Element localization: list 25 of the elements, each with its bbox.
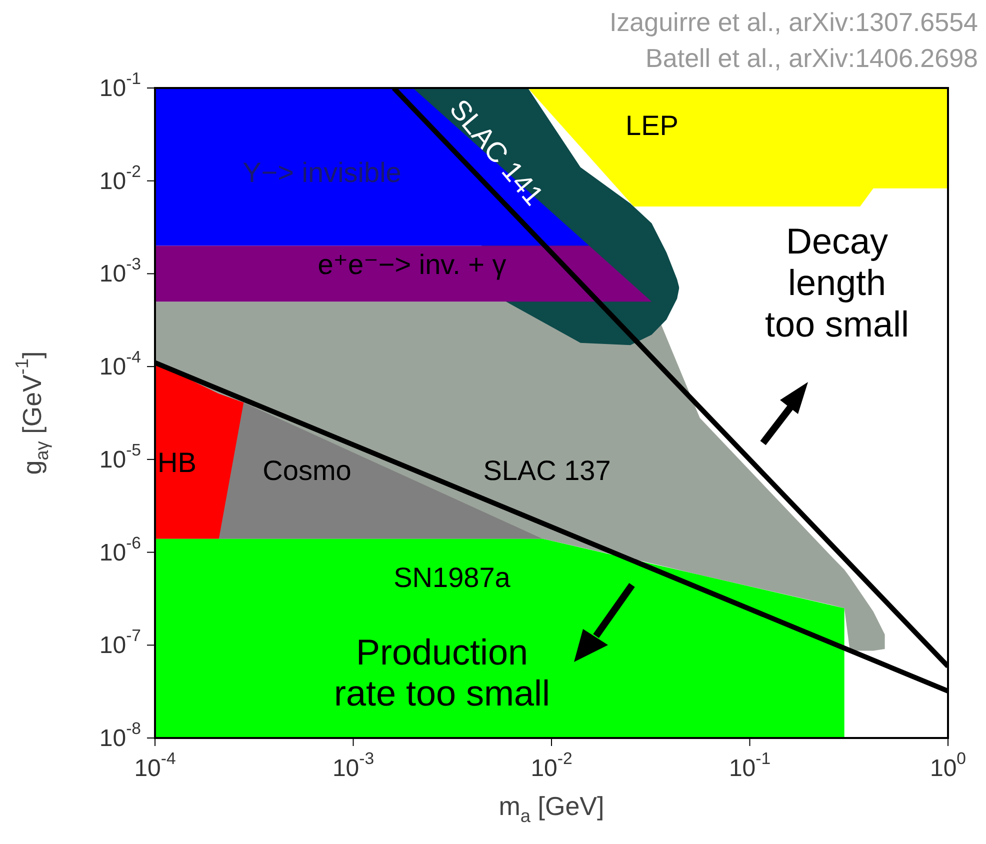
annotation: Production rate too small [334,630,550,714]
annotation: Decay length too small [764,220,910,344]
y-tick-label: 10$^{-8}$ [99,719,141,752]
text: Izaguirre et al., arXiv:1307.6554 [609,7,978,37]
y-tick-label: 10$^{-1}$ [99,69,141,102]
y-tick-label: 10$^{-7}$ [99,626,141,659]
annotation: SLAC 137 [483,454,611,486]
annotation: SN1987a [394,562,511,592]
x-tick-label: 10$^{0}$ [930,749,966,782]
text: Batell et al., arXiv:1406.2698 [646,43,978,73]
x-tick-label: 10$^{-1}$ [728,749,771,782]
y-tick-label: 10$^{-5}$ [99,440,141,473]
annotation: LEP [626,110,678,140]
x-axis-title: m$_{a}$ [GeV] [498,791,604,826]
x-tick-label: 10$^{-2}$ [530,749,572,782]
x-tick-label: 10$^{-3}$ [332,749,374,782]
annotation: Υ−> invisible [242,156,402,188]
y-tick-label: 10$^{-3}$ [99,254,141,288]
annotation: HB [158,446,196,478]
y-tick-label: 10$^{-4}$ [99,348,141,380]
y-tick-label: 10$^{-6}$ [99,533,141,566]
annotation: e⁺e⁻−> inv. + γ [318,248,506,280]
x-tick-label: 10$^{-4}$ [134,749,176,782]
annotation: Cosmo [262,454,352,486]
y-tick-label: 10$^{-2}$ [99,162,141,194]
